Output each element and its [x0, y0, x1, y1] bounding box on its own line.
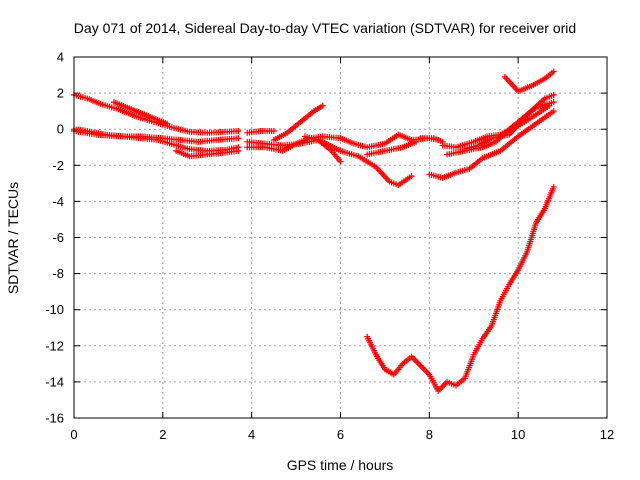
x-tick-label: 8 [426, 427, 433, 442]
y-tick-label: 4 [57, 50, 64, 65]
y-tick-label: -8 [52, 266, 64, 281]
data-point-marker [550, 108, 557, 115]
y-tick-label: -12 [45, 338, 64, 353]
x-tick-label: 12 [600, 427, 614, 442]
data-point-marker [550, 183, 557, 190]
x-axis-label: GPS time / hours [287, 457, 394, 473]
plot-frame [73, 56, 608, 419]
x-tick-label: 4 [248, 427, 255, 442]
series-13 [426, 108, 557, 181]
y-tick-label: -2 [52, 158, 64, 173]
data-point-marker [550, 68, 557, 75]
data-point-marker [235, 147, 242, 154]
series-5 [173, 147, 242, 160]
y-tick-label: -16 [45, 411, 64, 426]
data-point-marker [319, 102, 326, 109]
y-tick-label: -10 [45, 302, 64, 317]
chart-title: Day 071 of 2014, Sidereal Day-to-day VTE… [74, 20, 576, 36]
data-point-marker [337, 158, 344, 165]
data-point-marker [546, 102, 553, 109]
data-point-marker [550, 91, 557, 98]
x-tick-label: 6 [337, 427, 344, 442]
y-tick-label: 2 [57, 86, 64, 101]
y-axis-label: SDTVAR / TECUs [5, 182, 21, 294]
series-16 [501, 68, 557, 95]
series-layer [71, 68, 557, 394]
x-tick-label: 0 [70, 427, 77, 442]
series-18 [364, 183, 557, 394]
data-point-marker [235, 135, 242, 142]
y-tick-label: 0 [57, 122, 64, 137]
series-2 [110, 99, 171, 127]
series-17 [461, 91, 557, 153]
y-tick-label: -4 [52, 194, 64, 209]
y-tick-label: -14 [45, 374, 64, 389]
axis-ticks: 0 2 4 6 8 10 12 -16 -14 -12 -10 -8 -6 -4 -2 0 2 4 [45, 50, 614, 443]
data-point-marker [413, 138, 420, 145]
series-10 [301, 133, 415, 189]
data-point-marker [408, 173, 415, 180]
data-point-marker [550, 99, 557, 106]
data-point-marker [235, 128, 242, 135]
series-9 [270, 102, 326, 144]
data-point-marker [164, 120, 171, 127]
y-tick-label: -6 [52, 230, 64, 245]
series-7 [244, 137, 344, 165]
series-6 [244, 128, 277, 136]
series-4 [71, 126, 242, 154]
series-11 [364, 138, 420, 158]
x-tick-label: 2 [159, 427, 166, 442]
x-tick-label: 10 [511, 427, 525, 442]
grid [74, 57, 607, 418]
data-point-marker [270, 128, 277, 135]
series-12 [417, 135, 446, 145]
